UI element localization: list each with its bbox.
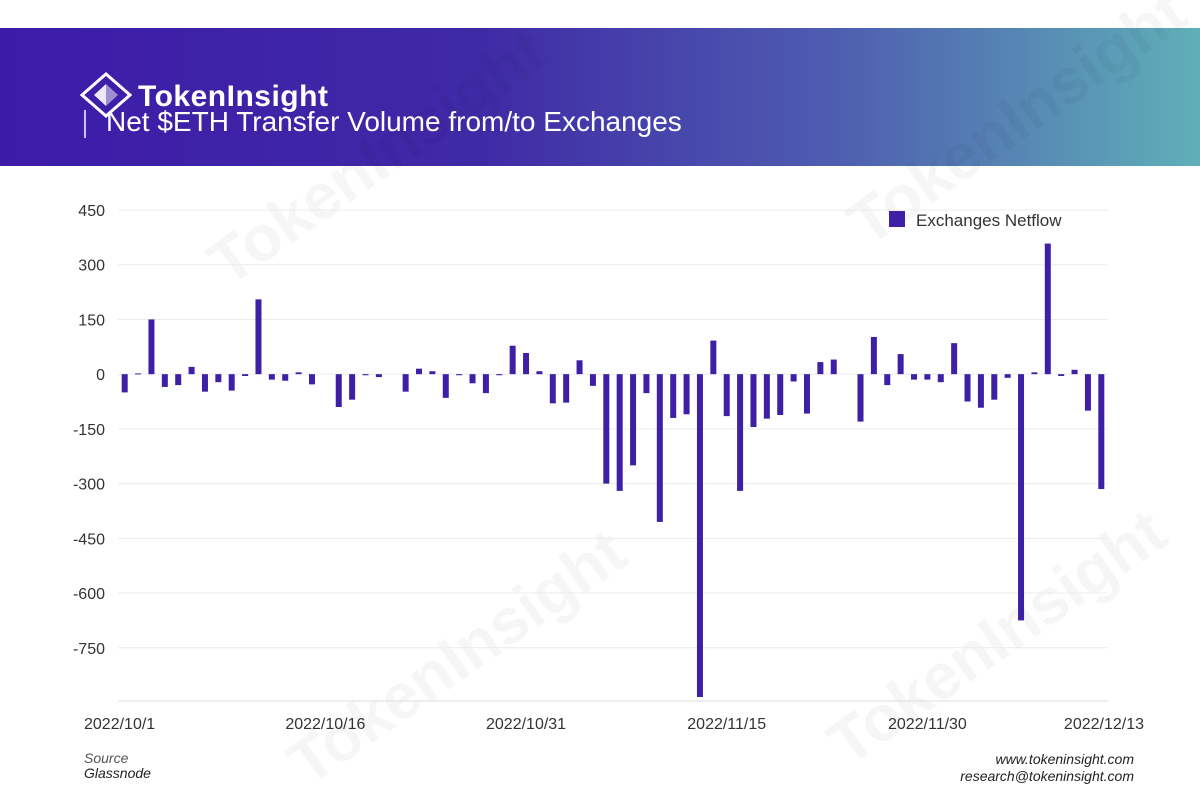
y-tick-label: -300 xyxy=(73,477,105,494)
bar xyxy=(911,374,918,380)
bar xyxy=(482,374,489,394)
y-tick-label: -150 xyxy=(73,422,105,439)
x-tick-label: 2022/10/1 xyxy=(84,716,155,733)
bar xyxy=(255,299,262,375)
bar xyxy=(121,374,128,393)
title-divider xyxy=(84,110,86,138)
bar xyxy=(884,374,891,386)
bar xyxy=(268,374,275,380)
bar xyxy=(696,374,703,697)
bar xyxy=(148,319,155,375)
bar xyxy=(523,352,530,375)
bar xyxy=(790,374,797,382)
y-tick-label: -450 xyxy=(73,531,105,548)
bar xyxy=(228,374,235,391)
bar xyxy=(830,359,837,375)
legend-swatch xyxy=(889,211,905,227)
bar xyxy=(349,374,356,400)
chart-title: Net $ETH Transfer Volume from/to Exchang… xyxy=(106,106,682,137)
source-label: Source xyxy=(84,750,129,766)
bar xyxy=(362,374,369,376)
bar xyxy=(870,336,877,375)
bar xyxy=(375,374,382,378)
bar xyxy=(777,374,784,416)
bar xyxy=(977,374,984,408)
bar xyxy=(282,374,289,381)
bar xyxy=(335,374,342,407)
bar xyxy=(589,374,596,386)
bar xyxy=(737,374,744,491)
email-link[interactable]: research@tokeninsight.com xyxy=(960,768,1134,784)
bar xyxy=(469,374,476,384)
bar xyxy=(161,374,168,387)
bar xyxy=(750,374,757,428)
bar xyxy=(242,374,249,376)
legend-label: Exchanges Netflow xyxy=(916,211,1062,230)
x-tick-label: 2022/12/13 xyxy=(1064,716,1144,733)
bar xyxy=(616,374,623,491)
bar xyxy=(897,354,904,375)
bar xyxy=(416,368,423,375)
bar xyxy=(603,374,610,484)
bar xyxy=(1098,374,1105,490)
bar xyxy=(656,374,663,522)
source-name: Glassnode xyxy=(84,765,151,781)
bar xyxy=(215,374,222,383)
bar xyxy=(924,374,931,380)
bar xyxy=(509,345,516,375)
bar xyxy=(563,374,570,403)
bar xyxy=(1084,374,1091,411)
bar xyxy=(429,371,436,375)
y-tick-label: 150 xyxy=(78,312,105,329)
bar xyxy=(135,373,142,375)
bar xyxy=(643,374,650,394)
bar xyxy=(496,374,503,376)
bar xyxy=(683,374,690,415)
header-banner: TokenInsight xyxy=(0,28,1200,166)
y-tick-label: -600 xyxy=(73,586,105,603)
netflow-bar-chart: 450 300 150 0 -150 -300 -450 -600 -750 2022/10/1 2… xyxy=(73,203,1144,733)
bar xyxy=(710,340,717,375)
bar xyxy=(630,374,637,466)
bar xyxy=(951,343,958,375)
bar xyxy=(188,366,195,375)
bar xyxy=(763,374,770,419)
bar xyxy=(670,374,677,418)
bar xyxy=(175,374,182,386)
y-tick-label: -750 xyxy=(73,641,105,658)
bar xyxy=(1058,374,1065,376)
bar xyxy=(295,372,302,375)
x-tick-label: 2022/10/31 xyxy=(486,716,566,733)
bar xyxy=(402,374,409,392)
bar xyxy=(1031,372,1038,375)
bar xyxy=(536,371,543,375)
website-link[interactable]: www.tokeninsight.com xyxy=(995,751,1134,767)
bar xyxy=(1044,243,1051,375)
y-tick-label: 300 xyxy=(78,258,105,275)
bar xyxy=(1018,374,1025,621)
bar xyxy=(991,374,998,400)
x-tick-label: 2022/11/30 xyxy=(888,716,967,733)
bar xyxy=(201,374,208,392)
x-tick-label: 2022/10/16 xyxy=(285,716,365,733)
bar xyxy=(576,360,583,375)
bar xyxy=(308,374,315,385)
bar xyxy=(937,374,944,383)
bar xyxy=(456,374,463,376)
tokeninsight-logo-icon xyxy=(80,72,132,118)
y-tick-label: 450 xyxy=(78,203,105,220)
y-tick-label: 0 xyxy=(96,367,105,384)
bar xyxy=(442,374,449,398)
bar xyxy=(1071,369,1078,375)
bar xyxy=(723,374,730,417)
bar xyxy=(857,374,864,422)
bar xyxy=(803,374,810,414)
bar xyxy=(817,362,824,375)
bar xyxy=(549,374,556,404)
x-tick-label: 2022/11/15 xyxy=(687,716,766,733)
bar xyxy=(1004,374,1011,378)
brand-name: TokenInsight xyxy=(138,80,329,113)
bar xyxy=(964,374,971,402)
